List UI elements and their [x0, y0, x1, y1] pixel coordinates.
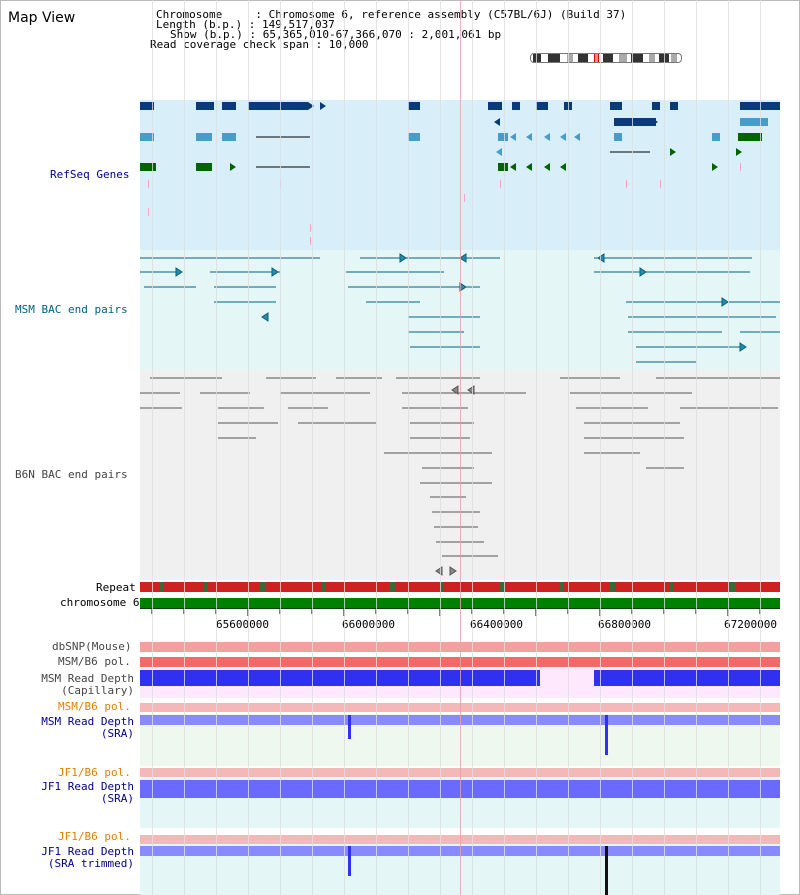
msm-capillary-depth [140, 670, 540, 686]
msm-bac-end-pairs-track[interactable] [140, 250, 780, 370]
chromosome-ideogram[interactable] [530, 53, 682, 63]
jf1-pol2-label: JF1/B6 pol. [58, 830, 131, 843]
jf1-pol-track [140, 768, 780, 777]
refseq-label[interactable]: RefSeq Genes [50, 168, 130, 181]
variant-depth-tracks [140, 642, 780, 895]
axis-tick-label: 66800000 [598, 618, 651, 631]
axis-tick-label: 65600000 [216, 618, 269, 631]
jf1-pol2-track [140, 835, 780, 844]
chromosome-info: Chromosome : Chromosome 6, reference ass… [156, 8, 627, 21]
refseq-genes-track[interactable] [140, 100, 780, 250]
jf1-depth-trim-label: JF1 Read Depth (SRA trimmed) [41, 845, 134, 870]
b6n-bac-label[interactable]: B6N BAC end pairs [15, 468, 128, 481]
jf1-depth-sra-label: JF1 Read Depth (SRA) [41, 780, 134, 805]
b6n-bac-end-pairs-track[interactable] [140, 370, 780, 580]
msm-pol-sra-track [140, 703, 780, 712]
jf1-sra-depth [140, 780, 780, 798]
repeat-label: Repeat [96, 581, 136, 594]
page-title: Map View [8, 10, 76, 26]
msm-sra-depth [140, 715, 780, 725]
repeat-track [140, 582, 780, 592]
chromosome-label: chromosome 6 [60, 596, 140, 609]
msm-depth-capillary-label: MSM Read Depth (Capillary) [41, 672, 134, 697]
msm-pol-label: MSM/B6 pol. [58, 655, 131, 668]
axis-tick-label: 67200000 [724, 618, 777, 631]
dbsnp-label: dbSNP(Mouse) [52, 640, 132, 653]
msm-depth-sra-label: MSM Read Depth (SRA) [41, 715, 134, 740]
show-info: Show (b.p.) : 65,365,010-67,366,070 : 2,… [170, 28, 502, 41]
msm-bac-label[interactable]: MSM BAC end pairs [15, 303, 128, 316]
jf1-pol-label: JF1/B6 pol. [58, 766, 131, 779]
jf1-trim-depth [140, 846, 780, 856]
msm-pol-sra-label: MSM/B6 pol. [58, 700, 131, 713]
axis-tick-label: 66400000 [470, 618, 523, 631]
coverage-info: Read coverage check span : 10,000 [150, 38, 369, 51]
axis-tick-label: 66000000 [342, 618, 395, 631]
dbsnp-track [140, 642, 780, 652]
repeat-and-chromosome [140, 582, 780, 609]
msm-pol-track [140, 657, 780, 667]
length-info: Length (b.p.) : 149,517,037 [156, 18, 335, 31]
current-region-marker [594, 54, 599, 62]
